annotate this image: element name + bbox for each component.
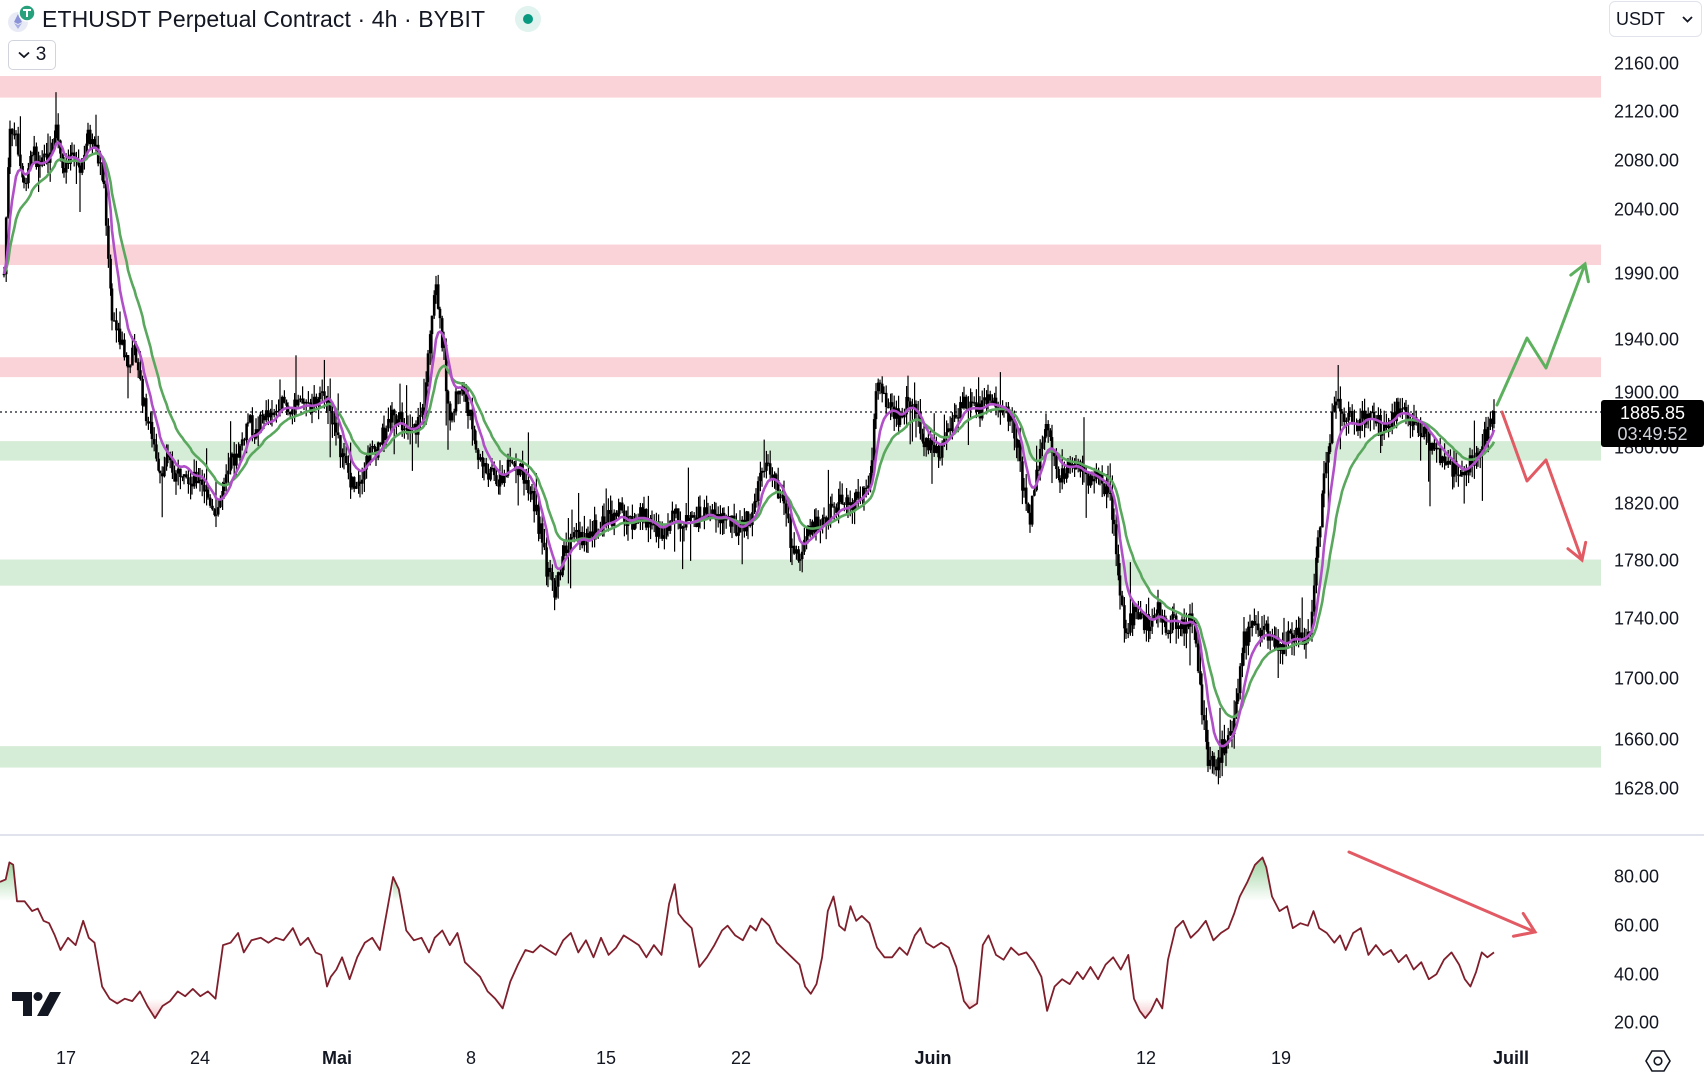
tradingview-logo[interactable] — [12, 990, 62, 1025]
resistance-zone — [0, 357, 1601, 378]
indicators-collapse-button[interactable]: 3 — [8, 40, 56, 70]
last-price-value: 1885.85 — [1619, 403, 1686, 423]
price-axis-label: 1990.00 — [1614, 263, 1680, 284]
chart-title[interactable]: ETHUSDT Perpetual Contract · 4h · BYBIT — [42, 5, 486, 32]
bullish-scenario-arrow — [1495, 262, 1587, 407]
ma-fast-line — [2, 141, 1496, 748]
time-axis-label: 24 — [189, 1048, 211, 1068]
rsi-line — [0, 856, 1495, 1019]
time-axis-label: 22 — [730, 1048, 752, 1068]
time-axis-label: Mai — [321, 1048, 353, 1068]
indicators-count: 3 — [35, 44, 47, 65]
time-axis-label: 19 — [1270, 1048, 1292, 1068]
price-axis-label: 1780.00 — [1614, 550, 1680, 571]
price-axis-label: 1700.00 — [1614, 668, 1680, 689]
time-axis-label: 12 — [1135, 1048, 1157, 1068]
rsi-axis-label: 60.00 — [1614, 915, 1660, 936]
time-axis-label: Juin — [914, 1048, 952, 1068]
currency-selector[interactable]: USDT — [1609, 1, 1702, 37]
time-axis-label: Juill — [1492, 1048, 1530, 1068]
chart-header: ETHUSDT Perpetual Contract · 4h · BYBIT — [6, 2, 542, 36]
price-axis-label: 1820.00 — [1614, 493, 1680, 514]
market-status-icon — [515, 6, 542, 32]
bullish-scenario-arrow-head — [1569, 261, 1590, 284]
candlesticks — [2, 92, 1496, 785]
price-axis-label: 2040.00 — [1614, 199, 1680, 220]
rsi-axis-label: 80.00 — [1614, 866, 1660, 887]
rsi-zone-fills — [0, 857, 1272, 1019]
last-price-tag: 1885.85 03:49:52 — [1601, 400, 1704, 447]
bearish-scenario-arrow — [1500, 410, 1584, 562]
price-zones — [0, 76, 1601, 768]
time-axis-label: 17 — [55, 1048, 77, 1068]
price-axis-label: 1900.00 — [1614, 382, 1680, 403]
bar-countdown: 03:49:52 — [1617, 424, 1688, 444]
chevron-down-icon — [18, 51, 30, 59]
time-axis-label: 15 — [595, 1048, 617, 1068]
rsi-axis-label: 40.00 — [1614, 964, 1660, 985]
chevron-down-icon — [1682, 15, 1693, 23]
price-axis-label: 2160.00 — [1614, 53, 1680, 74]
price-axis-label: 1740.00 — [1614, 608, 1680, 629]
currency-value: USDT — [1616, 8, 1665, 29]
support-zone — [0, 746, 1601, 768]
price-axis-label: 2120.00 — [1614, 101, 1680, 122]
price-axis-label: 1940.00 — [1614, 329, 1680, 350]
support-zone — [0, 441, 1601, 461]
rsi-divergence-arrow — [1347, 850, 1538, 938]
resistance-zone — [0, 76, 1601, 98]
scenario-arrows — [1495, 261, 1590, 563]
time-axis-label: 8 — [465, 1048, 477, 1068]
price-axis-label: 2080.00 — [1614, 150, 1680, 171]
scale-settings-icon[interactable] — [1645, 1048, 1671, 1079]
price-axis-label: 1660.00 — [1614, 729, 1680, 750]
price-axis-label: 1628.00 — [1614, 778, 1680, 799]
bearish-scenario-arrow-head — [1566, 540, 1588, 563]
resistance-zone — [0, 244, 1601, 266]
rsi-axis-label: 20.00 — [1614, 1012, 1660, 1033]
eth-tether-icon[interactable] — [6, 4, 36, 34]
